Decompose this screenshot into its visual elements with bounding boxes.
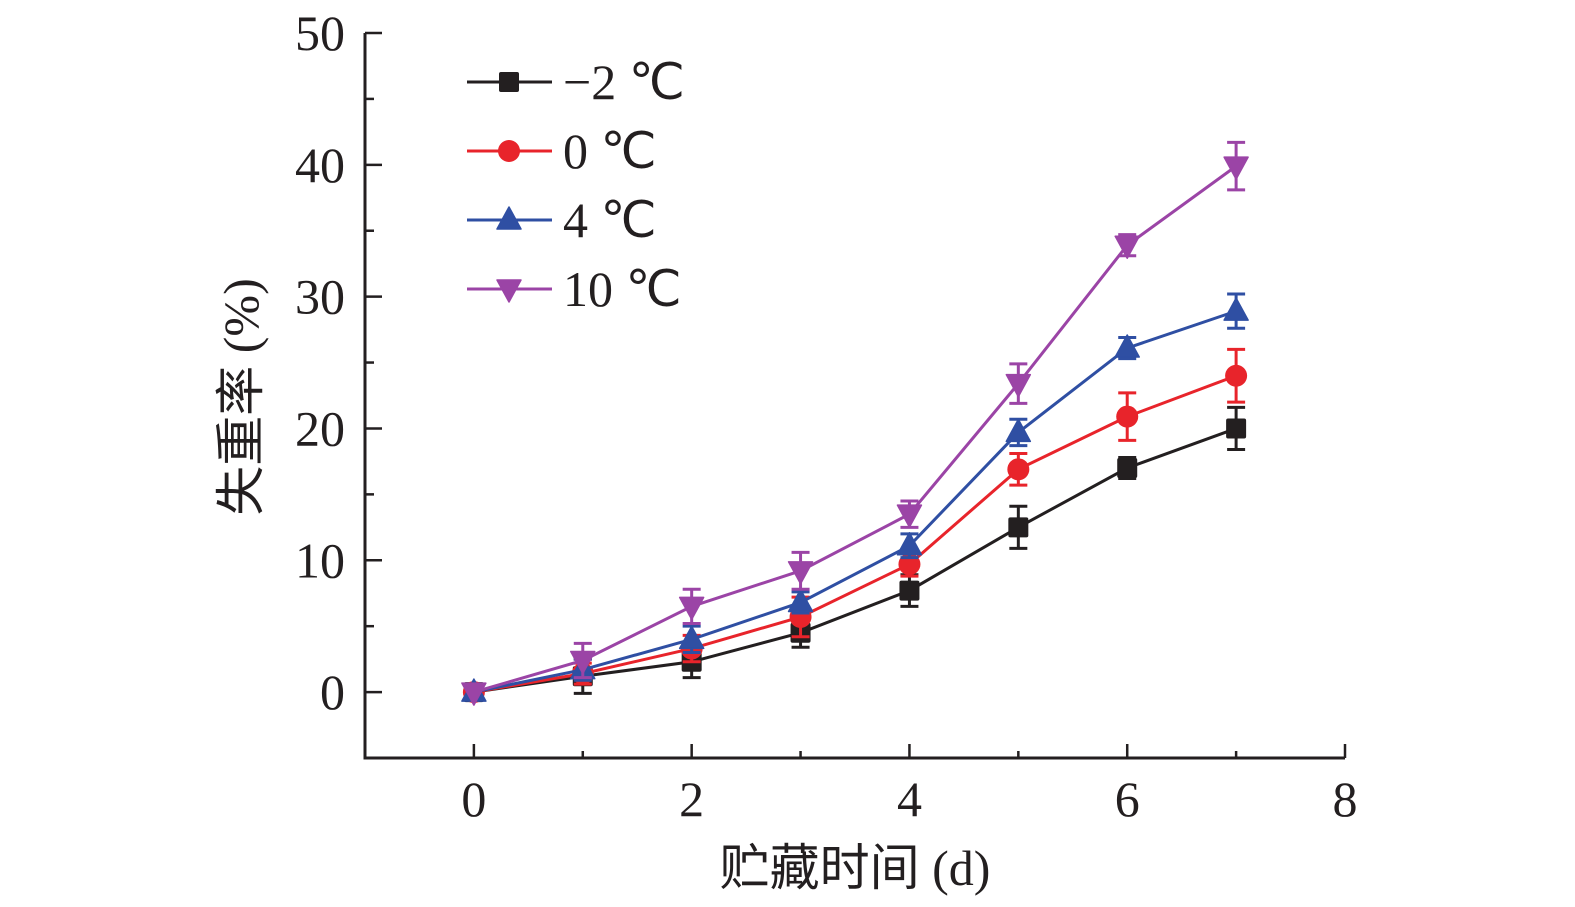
legend-marker [499,72,519,92]
y-axis-title: 失重率 (%) [213,278,269,515]
data-point [1005,373,1032,398]
data-point [1223,297,1249,321]
x-axis-title: 贮藏时间 (d) [720,840,991,896]
data-point [899,580,920,601]
series-3 [461,140,1249,706]
legend-label: 10 ℃ [563,261,682,317]
legend-item-1: 0 ℃ [467,123,657,179]
data-point [896,532,923,556]
series-line [473,164,1237,694]
legend: −2 ℃ 0 ℃ 4 ℃ 10 ℃ [467,54,685,317]
series-layer [461,140,1249,706]
legend-label: 0 ℃ [563,123,657,179]
data-point [1114,334,1140,358]
legend-label: −2 ℃ [563,54,685,110]
data-point [461,682,487,706]
legend-item-2: 4 ℃ [467,192,657,248]
legend-item-0: −2 ℃ [467,54,685,110]
legend-item-3: 10 ℃ [467,261,682,317]
x-tick-label: 0 [461,771,486,827]
data-point [1008,517,1029,538]
data-point [787,561,814,585]
legend-marker [496,206,522,230]
series-1 [462,347,1248,704]
legend-marker [498,140,520,162]
series-line [473,374,1237,694]
x-tick-label: 2 [679,771,704,827]
data-point [1117,458,1138,478]
data-point [1007,458,1030,481]
series-line [473,309,1237,694]
data-point [570,650,596,675]
axes: 0 10 20 30 40 50 0 2 4 6 8 [295,5,1358,827]
y-tick-label: 40 [295,137,345,193]
x-tick-label: 6 [1115,771,1140,827]
data-point [678,596,705,621]
data-point [896,504,923,528]
legend-label: 4 ℃ [563,192,657,248]
data-point [1005,418,1032,443]
y-tick-label: 50 [295,5,345,61]
y-tick-label: 0 [320,664,345,720]
series-line [473,427,1237,694]
x-tick-label: 4 [897,771,922,827]
data-point [1225,364,1248,387]
series-2 [461,292,1249,702]
data-point [1114,235,1140,259]
y-tick-label: 30 [295,269,345,325]
x-tick-label: 8 [1333,771,1358,827]
y-tick-label: 10 [295,532,345,588]
data-point [787,588,814,613]
y-tick-label: 20 [295,400,345,456]
data-point [1116,405,1139,428]
data-point [1226,418,1247,439]
data-point [1223,156,1249,180]
data-point [678,625,705,650]
legend-marker [496,279,522,303]
